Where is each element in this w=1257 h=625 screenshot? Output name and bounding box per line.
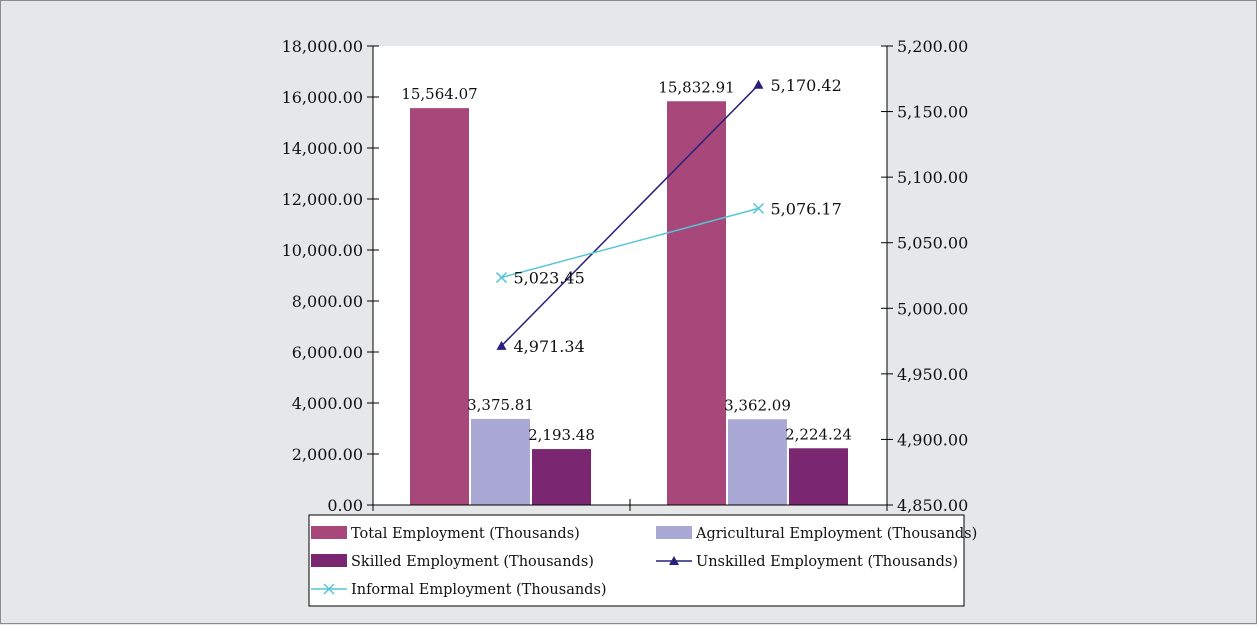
legend-label-2: Skilled Employment (Thousands)	[351, 554, 594, 570]
line-0	[500, 84, 760, 347]
lines-layer	[495, 79, 765, 350]
data-labels-layer: 15,564.07 15,832.91 3,375.81 3,362.09 2,193.…	[401, 76, 852, 444]
legend-label-1: Agricultural Employment (Thousands)	[695, 526, 977, 542]
legend-box	[308, 514, 965, 607]
bar-1-1	[728, 419, 787, 505]
bar-0-1	[667, 101, 726, 505]
y-tick-label-left-2: 4,000.00	[292, 394, 363, 413]
y-tick-label-right-2: 4,950.00	[897, 365, 968, 384]
legend-label-0: Total Employment (Thousands)	[351, 526, 580, 542]
legend-swatch-1	[656, 526, 692, 539]
y-tick-label-left-8: 16,000.00	[282, 88, 363, 107]
y-tick-label-right-6: 5,150.00	[897, 103, 968, 122]
y-tick-label-left-9: 18,000.00	[282, 37, 363, 56]
y-tick-label-left-1: 2,000.00	[292, 445, 363, 464]
marker-x-1-1	[752, 202, 765, 214]
legend-label-3: Unskilled Employment (Thousands)	[696, 554, 958, 570]
marker-triangle-0-0	[496, 340, 507, 350]
marker-triangle-0-1	[753, 79, 764, 89]
line-label-0-1: 5,170.42	[771, 76, 842, 95]
y-tick-label-right-4: 5,050.00	[897, 234, 968, 253]
y-tick-label-right-5: 5,100.00	[897, 168, 968, 187]
y-tick-label-right-3: 5,000.00	[897, 299, 968, 318]
line-label-0-0: 4,971.34	[514, 337, 585, 356]
bar-2-1	[789, 448, 848, 505]
legend-swatch-0	[311, 526, 347, 539]
y-tick-label-left-3: 6,000.00	[292, 343, 363, 362]
y-tick-label-left-6: 12,000.00	[282, 190, 363, 209]
bars-layer	[410, 101, 848, 506]
bar-2-0	[532, 449, 591, 505]
bar-label-1-0: 3,375.81	[467, 396, 534, 414]
bar-label-2-1: 2,224.24	[785, 425, 852, 443]
y-tick-label-left-7: 14,000.00	[282, 139, 363, 158]
y-tick-label-left-5: 10,000.00	[282, 241, 363, 260]
legend-swatch-2	[311, 554, 347, 567]
bar-label-0-1: 15,832.91	[658, 78, 734, 96]
bar-0-0	[410, 108, 469, 506]
y-tick-label-right-0: 4,850.00	[897, 496, 968, 515]
legend: Total Employment (Thousands) Agricultural…	[308, 514, 977, 607]
line-1	[501, 207, 759, 279]
bar-1-0	[471, 418, 530, 505]
bar-label-2-0: 2,193.48	[528, 426, 595, 444]
axes-layer: 0.00 2,000.00 4,000.00 6,000.00 8,000.00 10,0…	[282, 37, 969, 515]
y-tick-label-right-1: 4,900.00	[897, 430, 968, 449]
line-label-1-0: 5,023.45	[514, 269, 585, 288]
line-label-1-1: 5,076.17	[771, 199, 842, 218]
legend-label-4: Informal Employment (Thousands)	[351, 582, 607, 598]
y-tick-label-right-7: 5,200.00	[897, 37, 968, 56]
bar-label-0-0: 15,564.07	[401, 85, 477, 103]
legend-marker-3	[669, 556, 679, 565]
y-tick-label-left-4: 8,000.00	[292, 292, 363, 311]
y-tick-label-left-0: 0.00	[327, 496, 363, 515]
bar-label-1-1: 3,362.09	[724, 396, 791, 414]
marker-x-1-0	[495, 272, 508, 284]
legend-marker-4	[323, 583, 335, 595]
